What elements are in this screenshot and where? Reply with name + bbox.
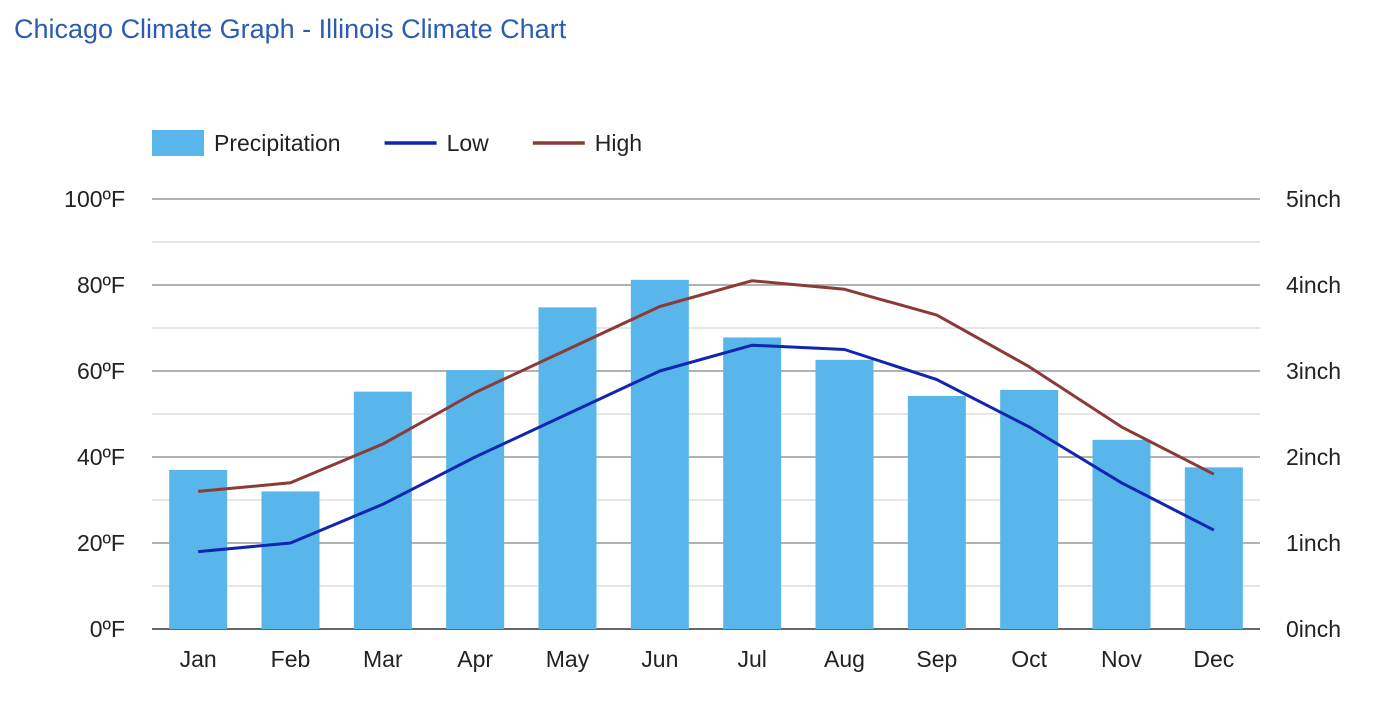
x-axis-category-label: Jul <box>737 646 766 672</box>
right-axis-tick-label: 3inch <box>1286 358 1341 384</box>
legend-swatch <box>152 130 204 156</box>
precipitation-bar-apr <box>446 370 505 629</box>
right-axis-tick-label: 2inch <box>1286 444 1341 470</box>
axis-labels: 0ºF 20ºF 40ºF 60ºF 80ºF 100ºF 0inch 1inch 2inch 3… <box>64 186 1341 672</box>
x-axis-category-label: Aug <box>824 646 865 672</box>
legend-item-low: Low <box>384 130 490 156</box>
precipitation-bar-jun <box>630 279 689 629</box>
legend-item-precipitation: Precipitation <box>152 130 341 156</box>
grid-lines <box>152 198 1260 630</box>
precipitation-bar-mar <box>353 391 412 629</box>
precipitation-bar-feb <box>261 491 320 629</box>
left-axis-tick-label: 100ºF <box>64 186 125 212</box>
x-axis-category-label: Jun <box>641 646 678 672</box>
x-axis-category-label: Oct <box>1011 646 1047 672</box>
left-axis-tick-label: 20ºF <box>77 530 125 556</box>
right-axis-tick-label: 5inch <box>1286 186 1341 212</box>
precipitation-bar-dec <box>1184 467 1243 629</box>
x-axis-category-label: May <box>546 646 590 672</box>
x-axis-category-label: Mar <box>363 646 403 672</box>
x-axis-category-label: Dec <box>1193 646 1234 672</box>
x-axis-category-label: Sep <box>916 646 957 672</box>
left-axis-tick-label: 40ºF <box>77 444 125 470</box>
legend-item-high: High <box>532 130 642 156</box>
legend-label: Low <box>447 130 490 156</box>
x-axis-category-label: Jan <box>180 646 217 672</box>
temperature-lines <box>198 279 1215 554</box>
legend: Precipitation Low High <box>152 130 642 156</box>
high-temperature-line <box>198 279 1215 493</box>
right-axis-tick-label: 0inch <box>1286 616 1341 642</box>
low-temperature-line <box>198 343 1215 554</box>
precipitation-bar-oct <box>1000 389 1059 629</box>
right-axis-tick-label: 4inch <box>1286 272 1341 298</box>
precipitation-bar-sep <box>907 395 966 629</box>
x-axis-category-label: Feb <box>271 646 311 672</box>
precipitation-bar-nov <box>1092 439 1151 629</box>
left-axis-tick-label: 60ºF <box>77 358 125 384</box>
x-axis-category-label: Apr <box>457 646 493 672</box>
precipitation-bar-aug <box>815 359 874 629</box>
precipitation-bars <box>169 279 1243 629</box>
right-axis-tick-label: 1inch <box>1286 530 1341 556</box>
left-axis-tick-label: 80ºF <box>77 272 125 298</box>
legend-label: High <box>595 130 642 156</box>
x-axis-category-label: Nov <box>1101 646 1142 672</box>
precipitation-bar-jul <box>723 337 782 629</box>
left-axis-tick-label: 0ºF <box>90 616 125 642</box>
page-title: Chicago Climate Graph - Illinois Climate… <box>14 14 567 44</box>
legend-label: Precipitation <box>214 130 341 156</box>
precipitation-bar-may <box>538 307 597 629</box>
